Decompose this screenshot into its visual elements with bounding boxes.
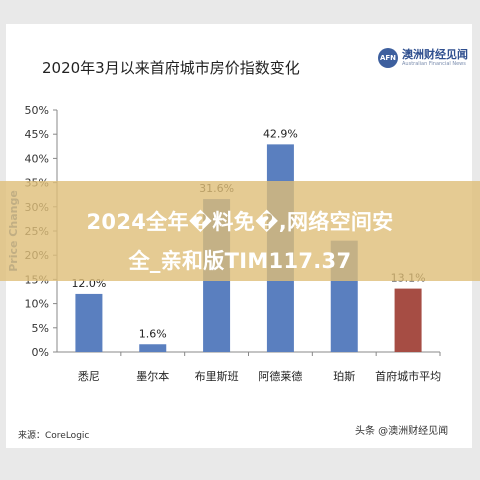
brand-logo: AFN 澳洲财经见闻 Australian Financial News [378, 48, 468, 68]
y-tick-label: 40% [25, 152, 49, 165]
y-tick-label: 5% [32, 322, 49, 335]
x-tick-label: 悉尼 [78, 370, 100, 383]
y-tick-label: 45% [25, 128, 49, 141]
bar [75, 293, 103, 352]
bar [394, 288, 422, 352]
y-tick-label: 0% [32, 346, 49, 359]
y-tick-label: 50% [25, 104, 49, 117]
x-tick-label: 珀斯 [333, 369, 355, 383]
banner-line-2: 全_亲和版TIM117.37 [128, 249, 352, 273]
source-note: 来源：CoreLogic [18, 431, 90, 441]
bar-value-label: 1.6% [139, 327, 167, 340]
logo-subtitle: Australian Financial News [402, 60, 466, 67]
logo-name: 澳洲财经见闻 [402, 47, 468, 61]
x-tick-label: 首府城市平均 [375, 369, 441, 383]
chart-title: 2020年3月以来首府城市房价指数变化 [42, 59, 300, 77]
logo-badge: AFN [378, 48, 398, 68]
logo-text: 澳洲财经见闻 Australian Financial News [402, 47, 468, 68]
bar [139, 344, 167, 352]
y-tick-label: 10% [25, 298, 49, 311]
watermark: 头条 @澳洲财经见闻 [355, 426, 449, 437]
x-tick-label: 阿德莱德 [258, 369, 302, 383]
bar-value-label: 42.9% [263, 127, 298, 140]
x-tick-label: 布里斯班 [195, 370, 239, 383]
x-tick-label: 墨尔本 [136, 369, 169, 383]
banner-line-1: 2024全年�料免�,网络空间安 [86, 210, 394, 234]
overlay-banner [0, 181, 480, 281]
